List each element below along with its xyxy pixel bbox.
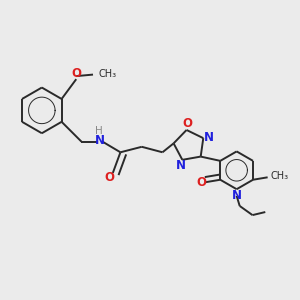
Text: H: H [95,126,103,136]
Text: O: O [196,176,206,189]
Text: CH₃: CH₃ [271,171,289,182]
Text: CH₃: CH₃ [98,69,117,79]
Text: N: N [232,189,242,203]
Text: N: N [204,131,214,144]
Text: N: N [176,159,186,172]
Text: O: O [182,117,192,130]
Text: O: O [105,171,115,184]
Text: N: N [95,134,105,147]
Text: O: O [71,67,81,80]
